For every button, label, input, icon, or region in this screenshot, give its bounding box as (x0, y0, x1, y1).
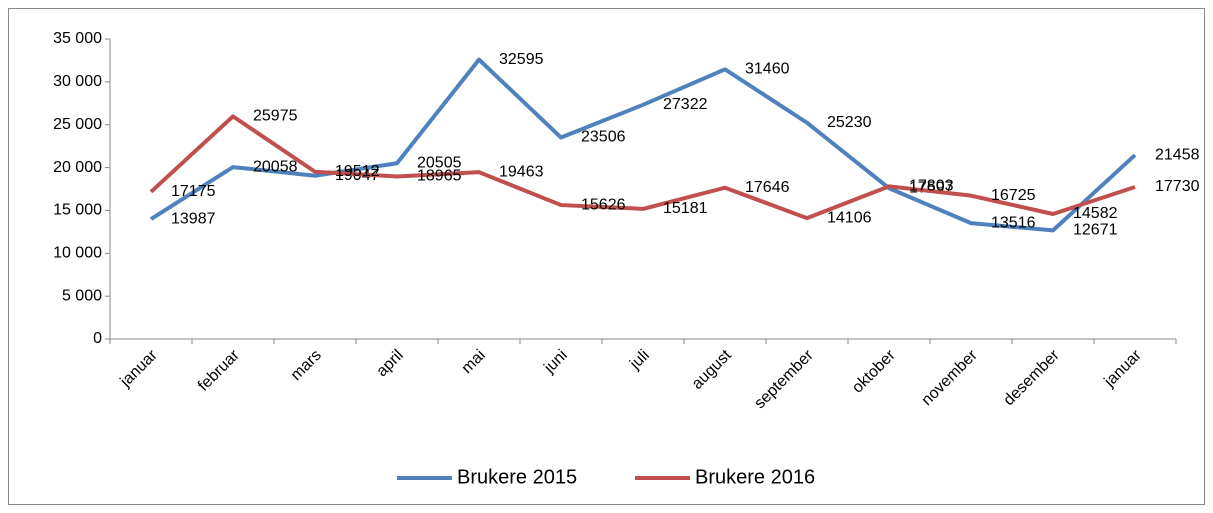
data-label: 31460 (745, 61, 790, 78)
data-label: 20058 (253, 158, 298, 175)
legend-label: Brukere 2015 (457, 466, 577, 488)
y-tick-label: 15 000 (53, 202, 102, 219)
y-tick-label: 25 000 (53, 116, 102, 133)
data-label: 27322 (663, 96, 708, 113)
data-label: 17803 (909, 178, 954, 195)
data-label: 13987 (171, 210, 216, 227)
data-label: 12671 (1073, 222, 1118, 239)
data-label: 14106 (827, 209, 872, 226)
y-tick-label: 0 (93, 330, 102, 347)
data-label: 15626 (581, 196, 626, 213)
data-label: 32595 (499, 51, 544, 68)
data-label: 13516 (991, 214, 1036, 231)
data-label: 23506 (581, 129, 626, 146)
data-label: 20505 (417, 154, 462, 171)
data-label: 25975 (253, 108, 298, 125)
chart-border (8, 8, 1205, 505)
data-label: 17646 (745, 179, 790, 196)
data-label: 16725 (991, 187, 1036, 204)
data-label: 19512 (335, 163, 380, 180)
y-tick-label: 20 000 (53, 159, 102, 176)
data-label: 17730 (1155, 178, 1200, 195)
data-label: 17175 (171, 183, 216, 200)
line (149, 57, 1137, 233)
data-label: 18965 (417, 168, 462, 185)
line (149, 114, 1136, 221)
data-label: 14582 (1073, 205, 1118, 222)
y-tick-label: 10 000 (53, 245, 102, 262)
data-label: 15181 (663, 200, 708, 217)
data-label: 19463 (499, 163, 544, 180)
y-tick-label: 5 000 (62, 287, 102, 304)
y-tick-label: 35 000 (53, 30, 102, 47)
y-tick-label: 30 000 (53, 73, 102, 90)
data-label: 25230 (827, 114, 872, 131)
data-label: 21458 (1155, 146, 1200, 163)
legend-label: Brukere 2016 (695, 466, 815, 488)
